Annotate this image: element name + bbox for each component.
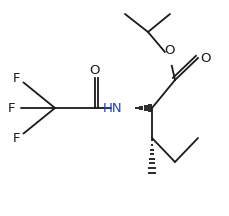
Text: F: F — [13, 132, 21, 145]
Text: O: O — [199, 51, 210, 65]
Text: O: O — [164, 44, 174, 57]
Text: F: F — [8, 102, 16, 114]
Text: HN: HN — [102, 102, 121, 114]
Text: O: O — [89, 64, 100, 77]
Text: F: F — [13, 71, 21, 84]
